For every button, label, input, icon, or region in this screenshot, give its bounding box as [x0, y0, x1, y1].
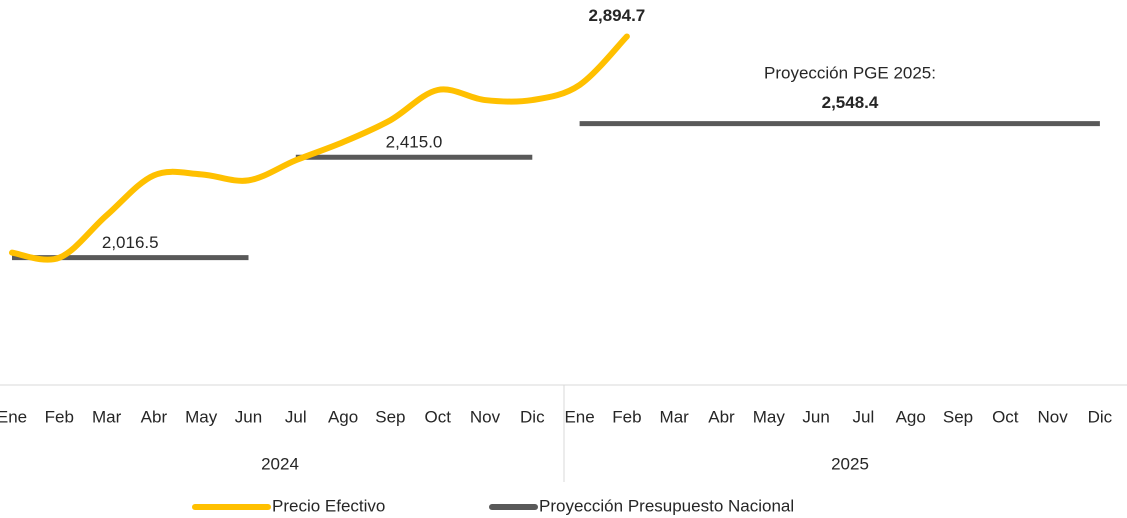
data-label: 2,894.7 [589, 6, 646, 25]
x-tick-label: Abr [141, 407, 168, 426]
x-tick-label: May [753, 407, 786, 426]
x-tick-label: Jun [235, 407, 262, 426]
year-label: 2025 [831, 454, 869, 473]
x-tick-label: Abr [708, 407, 735, 426]
x-tick-label: Ene [0, 407, 27, 426]
legend-label: Proyección Presupuesto Nacional [539, 496, 794, 515]
data-label: 2,016.5 [102, 233, 159, 252]
x-tick-label: Feb [612, 407, 641, 426]
x-tick-label: Sep [375, 407, 405, 426]
data-label: 2,415.0 [386, 133, 443, 152]
x-tick-label: Mar [92, 407, 122, 426]
x-tick-label: Jul [853, 407, 875, 426]
x-tick-label: Sep [943, 407, 973, 426]
x-tick-label: Mar [660, 407, 690, 426]
x-tick-label: Nov [470, 407, 501, 426]
x-tick-label: May [185, 407, 218, 426]
x-tick-label: Jul [285, 407, 307, 426]
legend-label: Precio Efectivo [272, 496, 385, 515]
x-tick-label: Ago [328, 407, 358, 426]
data-label: 2,548.4 [822, 93, 879, 112]
x-tick-label: Jun [802, 407, 829, 426]
x-tick-label: Oct [424, 407, 451, 426]
x-tick-label: Oct [992, 407, 1019, 426]
x-tick-label: Ago [896, 407, 926, 426]
x-tick-label: Feb [45, 407, 74, 426]
x-tick-label: Ene [564, 407, 594, 426]
x-tick-label: Dic [520, 407, 545, 426]
x-tick-label: Dic [1088, 407, 1113, 426]
annotation: Proyección PGE 2025: [764, 63, 936, 82]
x-tick-label: Nov [1037, 407, 1068, 426]
year-label: 2024 [261, 454, 299, 473]
price-line [9, 33, 630, 263]
